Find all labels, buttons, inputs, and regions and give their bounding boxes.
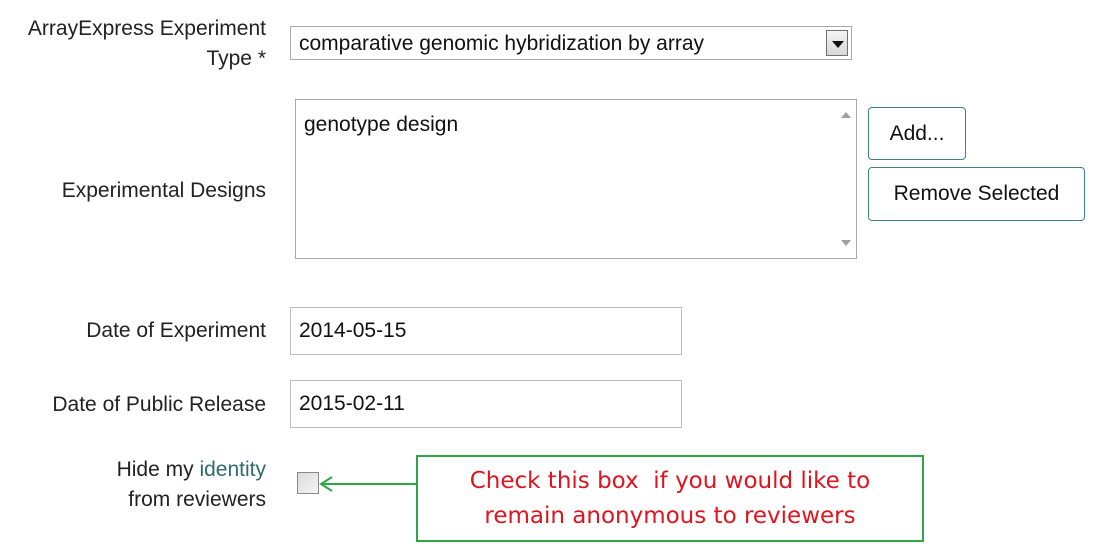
experiment-type-label-line2: Type * bbox=[206, 47, 266, 70]
dropdown-arrow-button[interactable] bbox=[826, 30, 848, 56]
callout-arrow-icon bbox=[319, 476, 416, 492]
hide-identity-checkbox[interactable] bbox=[297, 472, 319, 494]
date-of-experiment-field[interactable] bbox=[290, 307, 682, 355]
date-of-public-release-label: Date of Public Release bbox=[52, 393, 266, 416]
listbox-scrollbar[interactable] bbox=[836, 100, 856, 258]
hide-identity-label-line1: Hide my identity bbox=[0, 455, 266, 485]
date-of-public-release-field[interactable] bbox=[290, 380, 682, 428]
callout-line2: remain anonymous to reviewers bbox=[484, 503, 856, 529]
hide-identity-label: Hide my identity from reviewers bbox=[0, 455, 266, 515]
callout-line1: Check this box if you would like to bbox=[469, 468, 871, 494]
experiment-type-select[interactable]: comparative genomic hybridization by arr… bbox=[290, 26, 852, 60]
experiment-type-label: ArrayExpress Experiment Type * bbox=[0, 14, 266, 74]
chevron-down-icon bbox=[832, 41, 844, 48]
add-design-button[interactable]: Add... bbox=[868, 107, 966, 160]
hide-identity-label-line2: from reviewers bbox=[128, 488, 266, 511]
anonymity-callout: Check this box if you would like to rema… bbox=[416, 455, 924, 542]
remove-selected-button[interactable]: Remove Selected bbox=[868, 167, 1085, 221]
hide-identity-prefix: Hide my bbox=[116, 458, 200, 481]
experimental-designs-listbox[interactable]: genotype design bbox=[295, 99, 857, 259]
scroll-up-icon[interactable] bbox=[841, 112, 851, 118]
scroll-down-icon[interactable] bbox=[841, 240, 851, 246]
experiment-type-label-line1: ArrayExpress Experiment bbox=[27, 17, 266, 40]
experimental-designs-label: Experimental Designs bbox=[61, 179, 266, 202]
date-of-experiment-label: Date of Experiment bbox=[86, 319, 266, 342]
list-item[interactable]: genotype design bbox=[304, 113, 459, 136]
experiment-type-selected-value: comparative genomic hybridization by arr… bbox=[299, 32, 705, 55]
identity-link[interactable]: identity bbox=[199, 458, 266, 481]
